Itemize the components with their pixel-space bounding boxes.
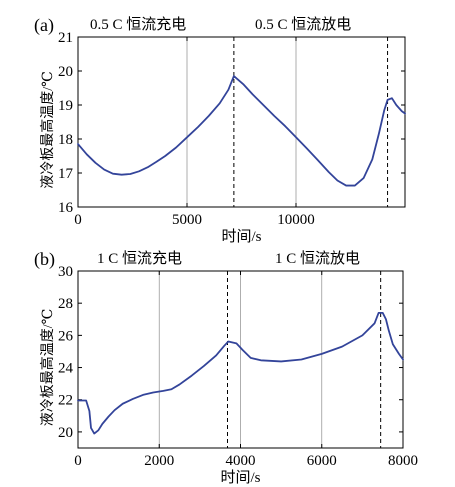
region-label: 1 C 恒流放电	[275, 250, 360, 267]
x-axis-label: 时间/s	[221, 228, 261, 245]
y-axis-label: 液冷板最高温度/℃	[39, 309, 56, 427]
x-tick-label: 2000	[144, 453, 174, 469]
y-tick-label: 21	[58, 30, 73, 46]
x-tick-label: 5000	[172, 212, 202, 228]
y-tick-label: 24	[58, 361, 74, 377]
y-tick-label: 22	[58, 393, 73, 409]
y-axis-label: 液冷板最高温度/℃	[39, 71, 56, 189]
x-tick-label: 4000	[226, 453, 256, 469]
region-label: 1 C 恒流充电	[97, 250, 182, 267]
plot-frame	[77, 36, 406, 208]
chart-panel-0: 0 5000 10000 16 17 18 19 20 21(a) 0.5 C 恒流充电 0.5 C…	[34, 15, 406, 245]
region-label: 0.5 C 恒流充电	[90, 16, 186, 33]
chart-panel-1: 0 2000 4000 6000 8000 20 22 24 26 28 30(b) 1 C 恒流充电…	[34, 249, 418, 486]
x-tick-label: 10000	[277, 212, 315, 228]
panel-label: (a)	[34, 15, 54, 36]
region-label: 0.5 C 恒流放电	[255, 16, 351, 33]
y-tick-label: 28	[58, 296, 73, 312]
panel-label: (b)	[34, 249, 55, 270]
y-tick-label: 26	[58, 328, 74, 344]
y-tick-label: 20	[58, 64, 73, 80]
y-tick-label: 16	[58, 200, 74, 216]
y-tick-label: 17	[58, 166, 74, 182]
x-tick-label: 0	[74, 453, 82, 469]
temperature-series-line	[77, 311, 404, 435]
temperature-series-line	[77, 75, 406, 187]
x-axis-label: 时间/s	[220, 469, 260, 486]
x-tick-label: 8000	[388, 453, 418, 469]
y-tick-label: 18	[58, 132, 73, 148]
y-tick-label: 30	[58, 264, 73, 280]
x-tick-label: 6000	[307, 453, 337, 469]
x-tick-label: 0	[74, 212, 82, 228]
y-tick-label: 20	[58, 425, 73, 441]
y-tick-label: 19	[58, 98, 73, 114]
